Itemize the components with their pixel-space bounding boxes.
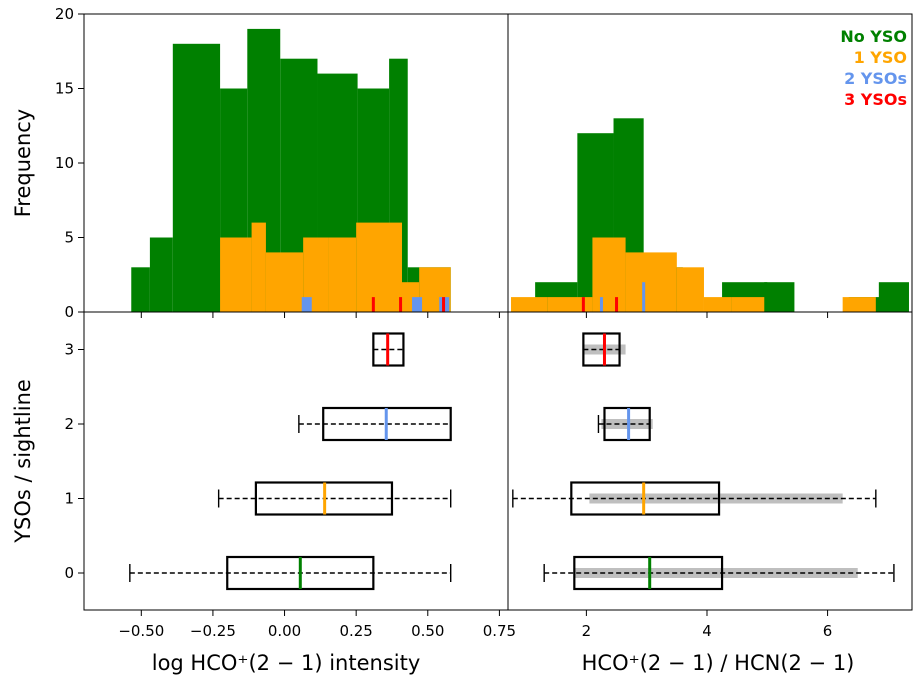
tick-layer: 0 5 10 15 20 0 1 2 3 −0.50 −0.25 0.00 0.25 0.50 0.75 2 4… — [55, 5, 832, 640]
bar-hist_ratio-1-yso — [592, 237, 626, 312]
axes-box-ratio — [507, 311, 913, 611]
bar-hist_ratio-1-yso — [625, 252, 677, 312]
axes-hist-ratio — [507, 13, 913, 313]
legend-entry-3-ysos: 3 YSOs — [844, 90, 907, 109]
bar-hist_intensity-no-yso — [172, 43, 221, 313]
xtick-label-box_intensity: 0.25 — [339, 622, 372, 640]
bar-hist_intensity-1-yso — [328, 237, 357, 312]
ytick-label-hist: 20 — [55, 5, 74, 23]
xtick-label-box_intensity: 0.50 — [411, 622, 444, 640]
bar-hist_intensity-1-yso — [220, 237, 252, 312]
ytick-label-hist: 15 — [55, 80, 74, 98]
legend-entry-2-ysos: 2 YSOs — [844, 69, 907, 88]
ytick-label-hist: 5 — [64, 229, 74, 247]
x-axis-label-intensity: log HCO⁺(2 − 1) intensity — [152, 651, 421, 675]
bar-hist_ratio-no-yso — [878, 282, 909, 312]
ytick-label-hist: 0 — [64, 303, 74, 321]
y-axis-label-frequency: Frequency — [11, 109, 35, 218]
axes-box-intensity — [83, 311, 509, 611]
ytick-label-box: 0 — [64, 564, 74, 582]
bar-hist_ratio-no-yso — [764, 282, 795, 312]
xtick-label-box_intensity: −0.25 — [190, 622, 236, 640]
bar-hist_intensity-1-yso — [356, 222, 402, 312]
xtick-label-box_intensity: 0.75 — [483, 622, 516, 640]
ytick-label-hist: 10 — [55, 154, 74, 172]
bar-hist_ratio-1-yso — [511, 297, 548, 312]
bar-hist_intensity-no-yso — [149, 237, 173, 312]
bar-hist_ratio-1-yso — [842, 297, 876, 312]
xtick-label-box_ratio: 6 — [823, 622, 833, 640]
bar-hist_intensity-2-ysos — [301, 297, 312, 312]
bar-hist_intensity-2-ysos — [412, 297, 423, 312]
xtick-label-box_ratio: 4 — [702, 622, 712, 640]
box-no-yso — [573, 555, 724, 591]
xtick-label-box_intensity: −0.50 — [118, 622, 164, 640]
box-2-ysos — [603, 406, 651, 442]
xtick-label-box_ratio: 2 — [582, 622, 592, 640]
bar-hist_intensity-no-yso — [131, 267, 150, 312]
histogram-layer — [131, 28, 909, 313]
box-1-yso — [570, 481, 721, 516]
boxplot-layer — [129, 332, 895, 591]
box-3-ysos — [582, 332, 621, 367]
ytick-label-box: 2 — [64, 415, 74, 433]
bar-hist_ratio-1-yso — [547, 297, 593, 312]
bar-hist_ratio-1-yso — [703, 297, 732, 312]
x-axis-label-ratio: HCO⁺(2 − 1) / HCN(2 − 1) — [582, 651, 855, 675]
legend: No YSO 1 YSO 2 YSOs 3 YSOs — [840, 27, 907, 109]
bar-hist_ratio-1-yso — [676, 267, 704, 312]
legend-entry-no-yso: No YSO — [840, 27, 907, 46]
legend-entry-1-yso: 1 YSO — [854, 48, 907, 67]
ytick-label-box: 1 — [64, 490, 74, 508]
bar-hist_ratio-1-yso — [731, 297, 765, 312]
y-axis-label-ysos: YSOs / sightline — [11, 379, 35, 544]
xtick-label-box_intensity: 0.00 — [268, 622, 301, 640]
bar-hist_intensity-1-yso — [251, 222, 266, 312]
bar-hist_intensity-1-yso — [265, 252, 304, 312]
ytick-label-box: 3 — [64, 341, 74, 359]
